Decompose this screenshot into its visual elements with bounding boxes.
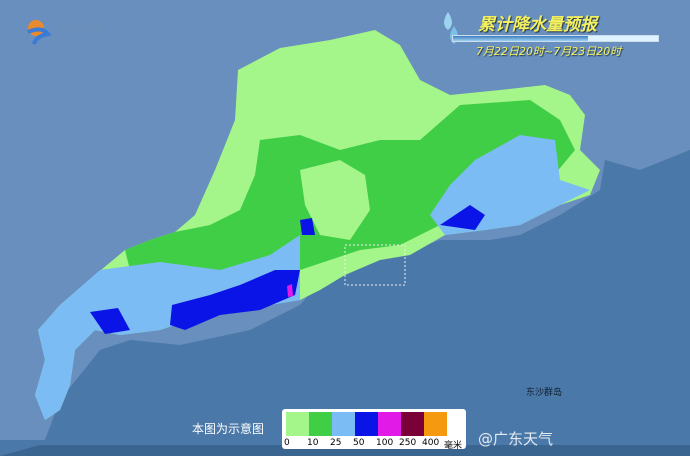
- legend-tick: 0: [284, 438, 290, 448]
- legend-tick: 25: [330, 438, 342, 448]
- region-0-10-inner: [300, 160, 370, 240]
- title-bar: [452, 35, 659, 42]
- legend-tick: 10: [307, 438, 319, 448]
- logo-icon: [27, 20, 52, 45]
- region-50-100-b: [170, 270, 300, 330]
- guangdong-province: [35, 30, 600, 420]
- raindrop-icon: [444, 12, 458, 44]
- legend-swatch: [424, 412, 447, 436]
- dongsha-label: 东沙群岛: [526, 388, 563, 398]
- legend-swatch: [401, 412, 424, 436]
- region-100-250: [287, 284, 293, 297]
- logo-text: 广东天气: [59, 25, 103, 38]
- logo: 广东天气: [22, 16, 103, 46]
- legend-swatch: [332, 412, 355, 436]
- hk-macau-box: [344, 244, 406, 286]
- legend-unit: 毫米: [444, 441, 463, 451]
- legend-tick: 400: [422, 438, 440, 448]
- region-50-100-d: [300, 218, 315, 235]
- sea-bottom: [0, 445, 690, 456]
- map-title: 累计降水量预报: [478, 15, 597, 35]
- legend: 0 10 25 50 100 250 400 毫米: [282, 409, 466, 451]
- watermark: @广东天气: [478, 430, 554, 448]
- legend-tick: 100: [376, 438, 394, 448]
- legend-tick: 50: [353, 438, 365, 448]
- region-50-100-a: [90, 308, 130, 334]
- legend-swatch: [355, 412, 378, 436]
- legend-swatch: [378, 412, 401, 436]
- map-subtitle: 7月22日20时~7月23日20时: [476, 45, 622, 58]
- legend-tick: 250: [399, 438, 417, 448]
- note: 本图为示意图: [192, 422, 265, 436]
- legend-swatch: [286, 412, 309, 436]
- region-50-100-c: [440, 205, 485, 230]
- region-25-50-west: [35, 235, 300, 420]
- legend-swatch: [309, 412, 332, 436]
